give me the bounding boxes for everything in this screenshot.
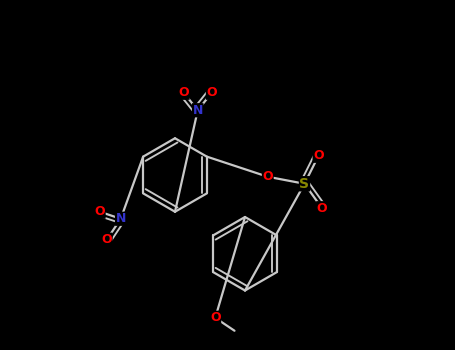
Text: O: O bbox=[210, 311, 221, 324]
Text: O: O bbox=[317, 202, 327, 215]
Text: N: N bbox=[192, 104, 203, 117]
Text: O: O bbox=[101, 233, 112, 246]
Text: O: O bbox=[178, 86, 189, 99]
Text: O: O bbox=[95, 205, 105, 218]
Text: S: S bbox=[299, 177, 309, 191]
Text: O: O bbox=[313, 149, 324, 162]
Text: N: N bbox=[116, 212, 126, 225]
Text: O: O bbox=[263, 170, 273, 183]
Text: O: O bbox=[207, 86, 217, 99]
